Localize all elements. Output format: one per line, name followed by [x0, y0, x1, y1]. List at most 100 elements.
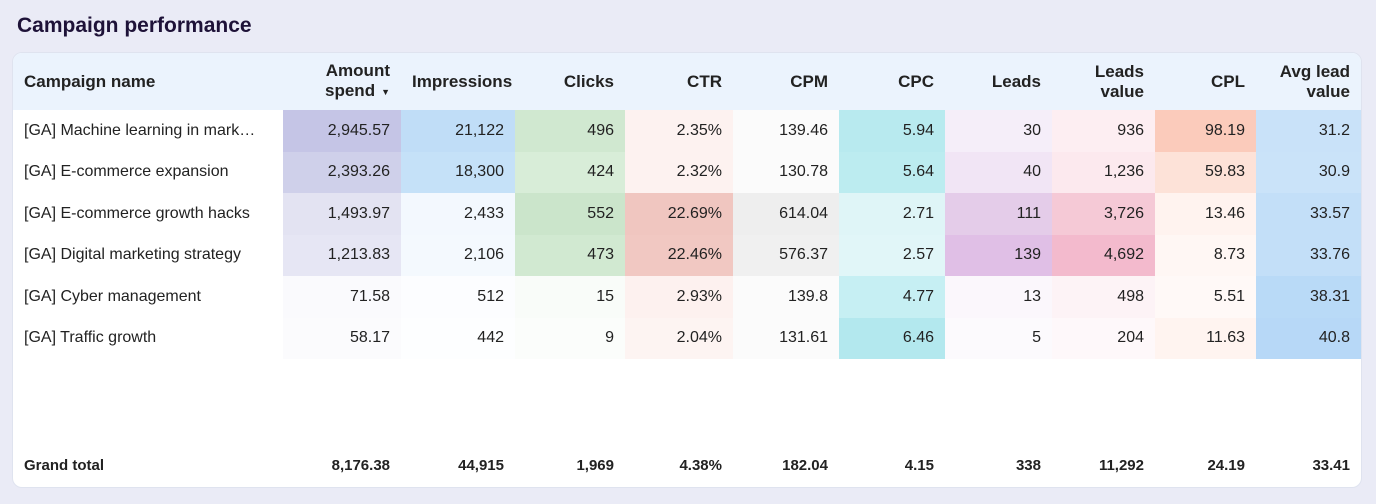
total-leads-value: 11,292	[1098, 456, 1144, 474]
campaign-table-card: Campaign name Amount spend ▼ Impressions Cli…	[12, 52, 1362, 488]
cell-leads: 111	[945, 193, 1052, 235]
cell-impressions: 512	[401, 276, 515, 318]
cell-cpm: 139.46	[733, 110, 839, 152]
cell-clicks: 424	[515, 151, 625, 193]
cell-campaign-name: [GA] E-commerce growth hacks	[13, 193, 283, 235]
column-header-label: Leads	[991, 71, 1041, 91]
cell-campaign-name: [GA] Traffic growth	[13, 317, 283, 359]
column-header-clicks[interactable]: Clicks	[515, 53, 625, 110]
total-avg-lead-value: 33.41	[1312, 456, 1350, 474]
table-row[interactable]: [GA] Traffic growth 58.17 442 9 2.04% 131.61 6…	[13, 317, 1361, 359]
cell-impressions: 18,300	[401, 151, 515, 193]
cell-impressions: 442	[401, 317, 515, 359]
cell-campaign-name: [GA] Machine learning in mark…	[13, 110, 283, 152]
column-header-ctr[interactable]: CTR	[625, 53, 733, 110]
column-header-label: Avg lead value	[1279, 61, 1350, 101]
cell-avg-lead-value: 31.2	[1256, 110, 1361, 152]
cell-cpm: 576.37	[733, 234, 839, 276]
cell-impressions: 2,106	[401, 234, 515, 276]
table-row[interactable]: [GA] E-commerce expansion 2,393.26 18,300 4…	[13, 151, 1361, 193]
cell-avg-lead-value: 40.8	[1256, 317, 1361, 359]
cell-amount-spend: 1,493.97	[283, 193, 401, 235]
cell-cpm: 130.78	[733, 151, 839, 193]
column-header-label: Clicks	[563, 71, 614, 91]
header-row: Campaign name Amount spend ▼ Impressions Cli…	[13, 53, 1361, 110]
cell-cpc: 2.71	[839, 193, 945, 235]
column-header-label: CPL	[1211, 71, 1245, 91]
cell-cpl: 5.51	[1155, 276, 1256, 318]
cell-clicks: 9	[515, 317, 625, 359]
column-header-leads[interactable]: Leads	[945, 53, 1052, 110]
cell-leads: 5	[945, 317, 1052, 359]
cell-cpc: 5.94	[839, 110, 945, 152]
total-ctr: 4.38%	[679, 456, 722, 474]
total-campaign-name: Grand total	[24, 456, 105, 474]
column-header-cpc[interactable]: CPC	[839, 53, 945, 110]
column-header-label: CPM	[790, 71, 828, 91]
cell-leads-value: 3,726	[1052, 193, 1155, 235]
cell-cpc: 2.57	[839, 234, 945, 276]
table-row[interactable]: [GA] Digital marketing strategy 1,213.83 2…	[13, 234, 1361, 276]
cell-cpl: 98.19	[1155, 110, 1256, 152]
cell-cpc: 4.77	[839, 276, 945, 318]
cell-clicks: 496	[515, 110, 625, 152]
cell-amount-spend: 2,393.26	[283, 151, 401, 193]
cell-cpc: 6.46	[839, 317, 945, 359]
column-header-label: Amount spend	[325, 61, 390, 101]
total-cpm: 182.04	[782, 456, 828, 474]
grand-total-row: Grand total 8,176.38 44,915 1,969 4.38% 182.0…	[13, 439, 1361, 487]
cell-amount-spend: 58.17	[283, 317, 401, 359]
cell-avg-lead-value: 33.57	[1256, 193, 1361, 235]
column-header-label: CPC	[898, 71, 934, 91]
cell-cpm: 614.04	[733, 193, 839, 235]
empty-space	[13, 359, 1361, 439]
column-header-label: CTR	[687, 71, 722, 91]
column-header-amount-spend[interactable]: Amount spend ▼	[283, 53, 401, 110]
table-row[interactable]: [GA] E-commerce growth hacks 1,493.97 2,43…	[13, 193, 1361, 235]
cell-leads: 139	[945, 234, 1052, 276]
cell-ctr: 2.32%	[625, 151, 733, 193]
column-header-label: Leads value	[1094, 61, 1144, 101]
cell-leads-value: 1,236	[1052, 151, 1155, 193]
total-impressions: 44,915	[458, 456, 504, 474]
cell-ctr: 22.46%	[625, 234, 733, 276]
cell-leads-value: 498	[1052, 276, 1155, 318]
cell-avg-lead-value: 30.9	[1256, 151, 1361, 193]
table-row[interactable]: [GA] Machine learning in mark… 2,945.57 21…	[13, 110, 1361, 152]
cell-cpm: 131.61	[733, 317, 839, 359]
cell-avg-lead-value: 38.31	[1256, 276, 1361, 318]
cell-campaign-name: [GA] Cyber management	[13, 276, 283, 318]
cell-ctr: 2.93%	[625, 276, 733, 318]
cell-cpm: 139.8	[733, 276, 839, 318]
column-header-leads-value[interactable]: Leads value	[1052, 53, 1155, 110]
column-header-label: Impressions	[412, 71, 513, 91]
cell-ctr: 2.35%	[625, 110, 733, 152]
column-header-campaign-name[interactable]: Campaign name	[13, 53, 283, 110]
cell-leads-value: 204	[1052, 317, 1155, 359]
cell-amount-spend: 71.58	[283, 276, 401, 318]
cell-campaign-name: [GA] E-commerce expansion	[13, 151, 283, 193]
cell-leads: 30	[945, 110, 1052, 152]
cell-leads: 13	[945, 276, 1052, 318]
column-header-cpl[interactable]: CPL	[1155, 53, 1256, 110]
column-header-cpm[interactable]: CPM	[733, 53, 839, 110]
cell-campaign-name: [GA] Digital marketing strategy	[13, 234, 283, 276]
cell-cpl: 11.63	[1155, 317, 1256, 359]
cell-impressions: 2,433	[401, 193, 515, 235]
total-amount-spend: 8,176.38	[331, 456, 390, 474]
cell-cpc: 5.64	[839, 151, 945, 193]
cell-clicks: 15	[515, 276, 625, 318]
table-row[interactable]: [GA] Cyber management 71.58 512 15 2.93% 139.…	[13, 276, 1361, 318]
total-cpc: 4.15	[904, 456, 934, 474]
cell-amount-spend: 2,945.57	[283, 110, 401, 152]
cell-clicks: 552	[515, 193, 625, 235]
total-cpl: 24.19	[1207, 456, 1245, 474]
total-leads: 338	[1015, 456, 1041, 474]
column-header-avg-lead-value[interactable]: Avg lead value	[1256, 53, 1361, 110]
cell-clicks: 473	[515, 234, 625, 276]
empty-cell	[13, 359, 1361, 439]
column-header-impressions[interactable]: Impressions	[401, 53, 515, 110]
sort-descending-icon[interactable]: ▼	[381, 86, 390, 97]
cell-ctr: 22.69%	[625, 193, 733, 235]
cell-avg-lead-value: 33.76	[1256, 234, 1361, 276]
